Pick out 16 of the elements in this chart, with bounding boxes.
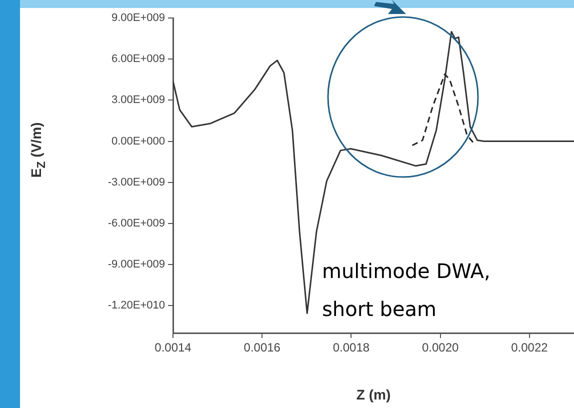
y-tick-label: -6.00E+009 xyxy=(108,217,165,230)
annotation: multimode DWA, short beam xyxy=(322,258,492,323)
line-series xyxy=(412,73,476,146)
y-tick-label: 3.00E+009 xyxy=(111,94,165,106)
x-tick-label: 0.0018 xyxy=(332,340,370,355)
x-tick-label: 0.0020 xyxy=(422,340,460,355)
y-tick-label: -9.00E+009 xyxy=(108,258,165,271)
y-tick-label: 0.00E+000 xyxy=(111,135,165,148)
y-tick-label: 9.00E+009 xyxy=(111,12,165,24)
y-tick-label: -3.00E+009 xyxy=(108,176,165,188)
y-tick-label: -1.20E+010 xyxy=(108,300,165,312)
x-axis-title: Z (m) xyxy=(356,386,391,402)
x-tick-label: 0.0014 xyxy=(154,340,192,355)
x-tick-label: 0.0022 xyxy=(511,340,548,355)
x-tick-label: 0.0016 xyxy=(244,340,281,355)
y-tick-label: 6.00E+009 xyxy=(111,53,165,66)
